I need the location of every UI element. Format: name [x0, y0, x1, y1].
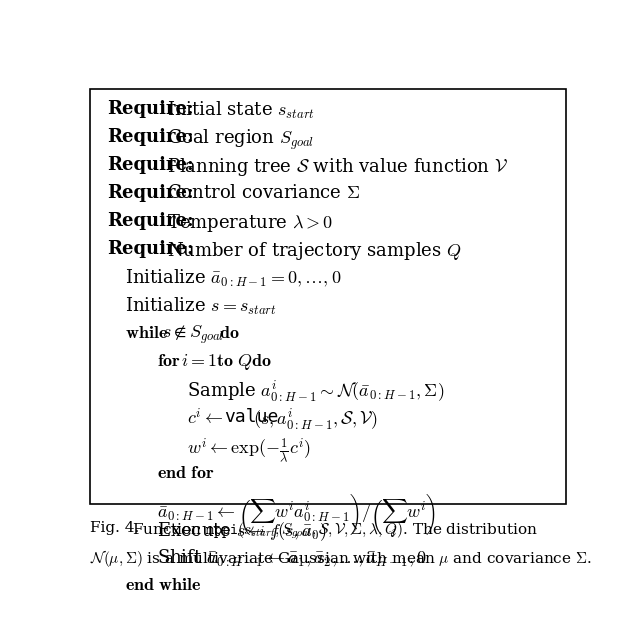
Text: Initial state $s_{start}$: Initial state $s_{start}$	[167, 100, 315, 121]
Text: Goal region $S_{goal}$: Goal region $S_{goal}$	[167, 128, 314, 152]
Text: $\bf{do}$: $\bf{do}$	[251, 352, 271, 370]
Text: $\bf{end\ while}$: $\bf{end\ while}$	[125, 576, 202, 594]
Text: Fig. 4.: Fig. 4.	[90, 521, 139, 535]
Text: $\bf{to}$: $\bf{to}$	[216, 352, 234, 370]
Text: Execute $s \leftarrow f(s, \bar{a}_0)$: Execute $s \leftarrow f(s, \bar{a}_0)$	[157, 520, 326, 543]
Text: Require:: Require:	[108, 156, 194, 174]
Text: $s \notin S_{goal}$: $s \notin S_{goal}$	[162, 324, 224, 346]
Text: Control covariance $\Sigma$: Control covariance $\Sigma$	[167, 184, 360, 202]
Text: Initialize $\bar{a}_{0:H-1} = 0,\ldots,0$: Initialize $\bar{a}_{0:H-1} = 0,\ldots,0…	[125, 268, 341, 289]
Text: value: value	[224, 408, 278, 426]
Text: Require:: Require:	[108, 100, 194, 118]
Text: Temperature $\lambda > 0$: Temperature $\lambda > 0$	[167, 212, 333, 234]
Text: $\bf{while}$: $\bf{while}$	[125, 324, 168, 342]
Text: Require:: Require:	[108, 128, 194, 146]
Text: $\bf{end\ for}$: $\bf{end\ for}$	[157, 464, 214, 482]
Text: Shift $\bar{a}_{0:H-1} \leftarrow \bar{a}_1, \bar{a}_2, \ldots, \bar{a}_{H-1}, 0: Shift $\bar{a}_{0:H-1} \leftarrow \bar{a…	[157, 548, 427, 569]
Text: Require:: Require:	[108, 240, 194, 258]
Text: $\bf{do}$: $\bf{do}$	[219, 324, 239, 342]
Text: $Q$: $Q$	[237, 352, 253, 372]
Text: $i = 1$: $i = 1$	[180, 352, 217, 370]
FancyBboxPatch shape	[90, 89, 566, 504]
Text: $\mathcal{N}(\mu, \Sigma)$ is a multivariate Gaussian with mean $\mu$ and covari: $\mathcal{N}(\mu, \Sigma)$ is a multivar…	[90, 548, 591, 569]
Text: Initialize $s = s_{start}$: Initialize $s = s_{start}$	[125, 296, 276, 317]
Text: Planning tree $\mathcal{S}$ with value function $\mathcal{V}$: Planning tree $\mathcal{S}$ with value f…	[167, 156, 508, 178]
Text: Require:: Require:	[108, 212, 194, 230]
Text: $(s, a^i_{0:H-1}, \mathcal{S}, \mathcal{V})$: $(s, a^i_{0:H-1}, \mathcal{S}, \mathcal{…	[253, 408, 378, 433]
Text: Number of trajectory samples $Q$: Number of trajectory samples $Q$	[167, 240, 461, 262]
Text: Sample $a^i_{0:H-1} \sim \mathcal{N}(\bar{a}_{0:H-1}, \Sigma)$: Sample $a^i_{0:H-1} \sim \mathcal{N}(\ba…	[187, 380, 444, 405]
Text: Require:: Require:	[108, 184, 194, 202]
Text: $w^i \leftarrow \exp(-\frac{1}{\lambda}c^i)$: $w^i \leftarrow \exp(-\frac{1}{\lambda}c…	[187, 436, 310, 464]
Text: $c^i \leftarrow$: $c^i \leftarrow$	[187, 408, 223, 429]
Text: $\bar{a}_{0:H-1} \leftarrow \left(\sum_i w^i a^i_{0:H-1}\right) / \left(\sum_i w: $\bar{a}_{0:H-1} \leftarrow \left(\sum_i…	[157, 492, 436, 537]
Text: Function $\mathtt{mppi}(s_{start}, S_{goal}, \mathcal{S}, \mathcal{V}, \Sigma, \: Function $\mathtt{mppi}(s_{start}, S_{go…	[132, 521, 538, 541]
Text: $\bf{for}$: $\bf{for}$	[157, 352, 180, 370]
